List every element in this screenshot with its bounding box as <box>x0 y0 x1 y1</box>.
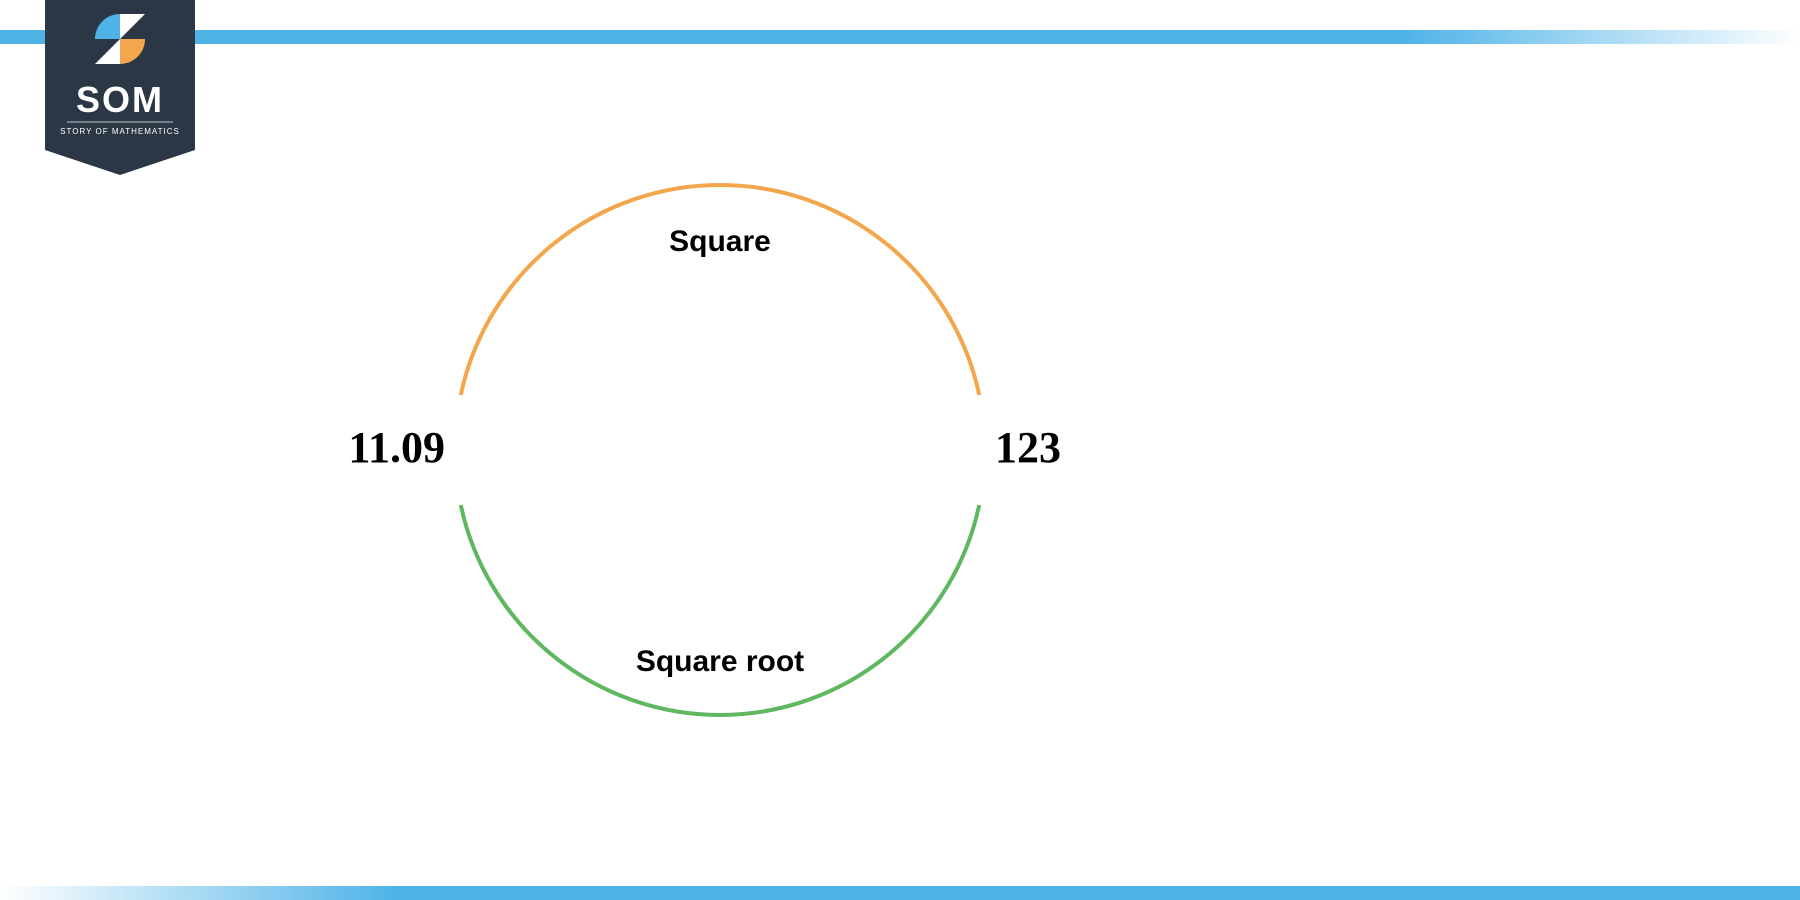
left-value: 11.09 <box>348 422 445 473</box>
square-arc <box>461 185 979 395</box>
logo-subtitle: STORY OF MATHEMATICS <box>60 127 180 136</box>
bottom-arc-label: Square root <box>636 645 804 679</box>
square-root-arc <box>461 505 979 715</box>
top-accent-bar <box>0 30 1800 44</box>
bottom-accent-bar <box>0 886 1800 900</box>
top-arc-label: Square <box>669 225 771 259</box>
logo-name: SOM <box>76 79 164 120</box>
right-value: 123 <box>995 422 1061 473</box>
logo-badge: SOM STORY OF MATHEMATICS <box>45 0 195 170</box>
